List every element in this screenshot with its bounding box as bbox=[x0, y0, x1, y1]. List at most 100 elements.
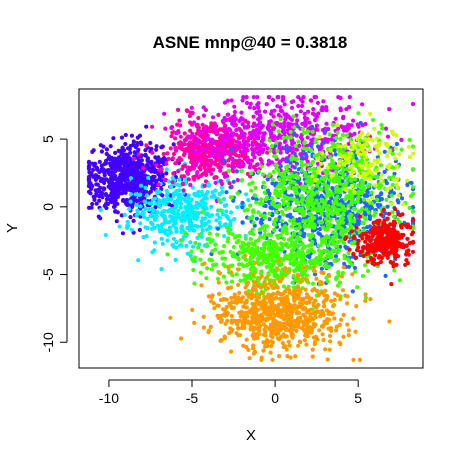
data-point bbox=[188, 203, 194, 208]
data-point bbox=[300, 127, 305, 132]
data-point bbox=[280, 229, 285, 234]
data-point bbox=[341, 240, 346, 245]
data-point bbox=[381, 207, 386, 212]
data-point bbox=[282, 124, 287, 129]
data-point bbox=[269, 343, 274, 349]
data-point bbox=[389, 282, 394, 287]
data-point bbox=[219, 142, 224, 148]
data-point bbox=[269, 111, 274, 116]
data-point bbox=[262, 309, 267, 314]
data-point bbox=[218, 168, 223, 173]
data-point bbox=[108, 144, 113, 149]
data-point bbox=[171, 171, 176, 176]
data-point bbox=[115, 210, 120, 215]
data-point bbox=[110, 174, 115, 179]
data-point bbox=[240, 205, 245, 210]
data-point bbox=[141, 166, 146, 171]
data-point bbox=[399, 147, 404, 152]
data-point bbox=[263, 324, 268, 329]
data-point bbox=[102, 203, 107, 208]
data-point bbox=[273, 217, 278, 222]
data-point bbox=[168, 146, 173, 151]
data-point bbox=[213, 128, 218, 133]
data-point bbox=[233, 116, 238, 121]
data-point bbox=[321, 248, 326, 253]
data-point bbox=[360, 273, 365, 279]
data-point bbox=[150, 250, 155, 255]
data-point bbox=[226, 134, 231, 139]
data-point bbox=[91, 194, 96, 199]
data-point bbox=[255, 95, 260, 100]
data-point bbox=[254, 200, 259, 205]
data-point bbox=[217, 291, 222, 296]
data-point bbox=[188, 128, 193, 133]
data-point bbox=[261, 348, 266, 353]
data-point bbox=[275, 276, 280, 281]
data-point bbox=[299, 305, 304, 310]
data-point bbox=[335, 249, 340, 254]
data-point bbox=[134, 213, 139, 218]
data-point bbox=[234, 127, 239, 133]
data-point bbox=[201, 105, 206, 110]
data-point bbox=[125, 219, 130, 224]
data-point bbox=[165, 191, 170, 196]
data-point bbox=[407, 137, 412, 142]
data-point bbox=[300, 194, 305, 199]
data-point bbox=[308, 182, 313, 187]
data-point bbox=[132, 156, 137, 161]
data-point bbox=[339, 198, 344, 203]
data-point bbox=[297, 143, 302, 148]
data-point bbox=[326, 254, 331, 259]
data-point bbox=[143, 152, 148, 157]
data-point bbox=[90, 201, 95, 207]
data-point bbox=[147, 201, 152, 206]
data-point bbox=[229, 279, 235, 284]
data-point bbox=[276, 112, 281, 118]
data-point bbox=[215, 276, 221, 281]
data-point bbox=[351, 316, 356, 321]
data-point bbox=[358, 233, 364, 238]
data-point bbox=[304, 218, 309, 224]
data-point bbox=[283, 206, 288, 211]
data-point bbox=[170, 176, 175, 181]
data-point bbox=[248, 203, 253, 208]
data-point bbox=[240, 177, 245, 183]
data-point bbox=[294, 161, 299, 166]
data-point bbox=[189, 105, 194, 110]
data-point bbox=[108, 163, 113, 168]
data-point bbox=[283, 224, 288, 229]
data-point bbox=[257, 251, 262, 256]
data-point bbox=[194, 150, 200, 155]
data-point bbox=[149, 159, 154, 164]
data-point bbox=[202, 261, 207, 266]
data-point bbox=[303, 260, 308, 265]
data-point bbox=[156, 202, 161, 207]
data-point bbox=[296, 343, 301, 348]
data-point bbox=[361, 253, 366, 259]
data-point bbox=[410, 191, 416, 196]
data-point bbox=[355, 285, 360, 290]
data-point bbox=[291, 114, 296, 119]
data-point bbox=[97, 194, 102, 199]
data-point bbox=[282, 194, 287, 199]
data-point bbox=[307, 325, 312, 330]
data-point bbox=[196, 194, 202, 199]
data-point bbox=[134, 198, 139, 203]
data-point bbox=[168, 315, 173, 320]
data-point bbox=[207, 126, 212, 131]
data-point bbox=[195, 224, 200, 229]
data-point bbox=[375, 261, 380, 266]
data-point bbox=[236, 143, 241, 148]
data-point bbox=[260, 172, 266, 177]
data-point bbox=[244, 192, 249, 197]
data-point bbox=[248, 101, 253, 106]
data-point bbox=[380, 231, 385, 236]
data-point bbox=[280, 98, 285, 103]
data-point bbox=[279, 315, 285, 320]
data-point bbox=[160, 241, 165, 246]
data-point bbox=[359, 249, 365, 254]
data-point bbox=[308, 243, 313, 248]
data-point bbox=[270, 292, 275, 297]
data-point bbox=[273, 188, 278, 193]
data-point bbox=[117, 187, 122, 192]
